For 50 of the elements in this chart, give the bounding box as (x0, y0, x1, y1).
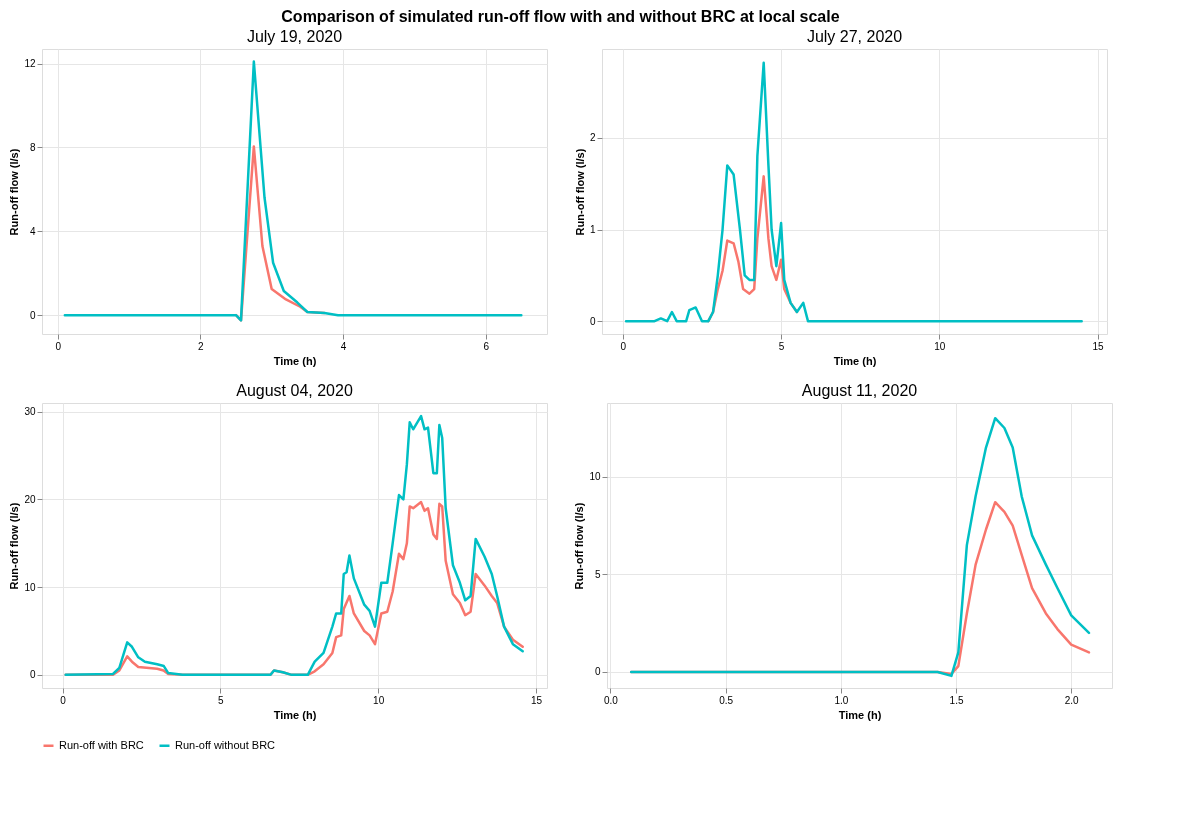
x-tick-label: 5 (778, 340, 785, 352)
x-tick-label: 10 (373, 694, 385, 706)
x-tick-label: 0.5 (719, 694, 734, 706)
x-tick-label: 0 (60, 694, 67, 706)
chart-title: August 11, 2020 (801, 382, 918, 399)
y-tick-label: 12 (24, 58, 36, 70)
text: Comparison of simulated run-off flow with and without BRC at local scale (281, 7, 840, 25)
x-axis-title: Time (h) (273, 354, 317, 367)
y-tick-label: 20 (24, 493, 36, 505)
x-axis-title: Time (h) (273, 708, 317, 721)
y-tick-label: 8 (29, 141, 36, 153)
x-tick-label: 15 (1092, 340, 1105, 352)
line-series (64, 414, 524, 677)
x-tick-label: 15 (530, 694, 543, 706)
x-axis-title: Time (h) (838, 708, 882, 721)
legend-label: Run-off without BRC (175, 738, 276, 751)
chart-title: July 27, 2020 (806, 28, 903, 45)
chart-title: August 04, 2020 (236, 382, 353, 399)
y-tick-label: 1 (589, 224, 596, 236)
x-tick-label: 6 (483, 340, 490, 352)
x-tick-label: 2.0 (1064, 694, 1080, 706)
y-tick-label: 0 (594, 666, 601, 678)
x-tick-label: 5 (218, 694, 225, 706)
x-tick-label: 1.0 (834, 694, 849, 706)
x-tick-label: 10 (934, 340, 946, 352)
y-tick-label: 10 (24, 581, 36, 593)
x-axis-title: Time (h) (833, 354, 877, 367)
line-series (63, 60, 523, 322)
chart-title: July 19, 2020 (246, 28, 343, 45)
y-tick-label: 4 (29, 225, 36, 237)
y-tick-label: 5 (594, 568, 601, 580)
y-tick-label: 0 (589, 315, 596, 327)
y-tick-label: 10 (589, 471, 601, 483)
line-series (629, 416, 1091, 678)
y-axis-title: Run-off flow (l/s) (8, 148, 21, 236)
x-tick-label: 2 (198, 340, 205, 352)
x-tick-label: 0 (55, 340, 62, 352)
x-tick-label: 0 (620, 340, 627, 352)
y-tick-label: 0 (29, 309, 36, 321)
y-axis-title: Run-off flow (l/s) (573, 502, 586, 590)
y-tick-label: 30 (24, 406, 36, 418)
legend-label: Run-off with BRC (59, 738, 144, 751)
line-series (624, 61, 1083, 323)
x-tick-label: 0.0 (604, 694, 619, 706)
y-axis-title: Run-off flow (l/s) (8, 502, 21, 590)
x-tick-label: 4 (340, 340, 347, 352)
x-tick-label: 1.5 (949, 694, 964, 706)
y-tick-label: 2 (589, 132, 596, 144)
y-axis-title: Run-off flow (l/s) (573, 148, 586, 236)
y-tick-label: 0 (29, 669, 36, 681)
